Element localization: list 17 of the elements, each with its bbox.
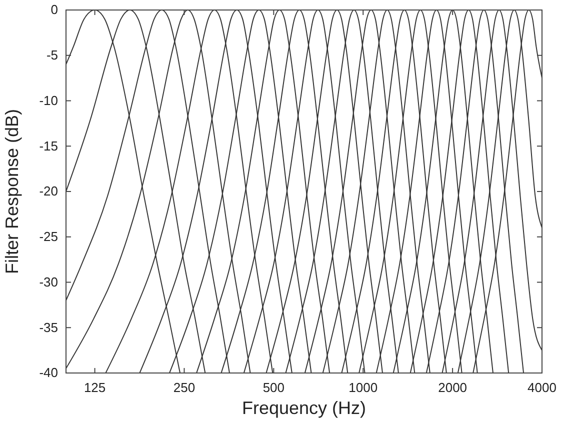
x-tick-label: 4000: [528, 380, 556, 396]
x-tick-label: 2000: [438, 380, 468, 396]
x-axis-title: Frequency (Hz): [242, 398, 366, 418]
x-tick-label: 500: [262, 380, 285, 396]
y-tick-label: -35: [39, 320, 58, 335]
y-tick-label: -15: [39, 138, 58, 154]
x-tick-label: 250: [173, 380, 196, 396]
y-tick-label: -25: [39, 229, 58, 244]
y-tick-label: -5: [46, 48, 58, 63]
x-tick-label: 1000: [348, 380, 378, 396]
y-tick-label: -30: [39, 274, 58, 290]
y-tick-label: 0: [50, 2, 58, 18]
y-tick-label: -10: [39, 92, 58, 108]
y-axis-title: Filter Response (dB): [2, 108, 22, 274]
y-tick-label: -20: [39, 184, 58, 199]
x-tick-label: 125: [84, 380, 106, 396]
y-tick-label: -40: [39, 365, 58, 380]
